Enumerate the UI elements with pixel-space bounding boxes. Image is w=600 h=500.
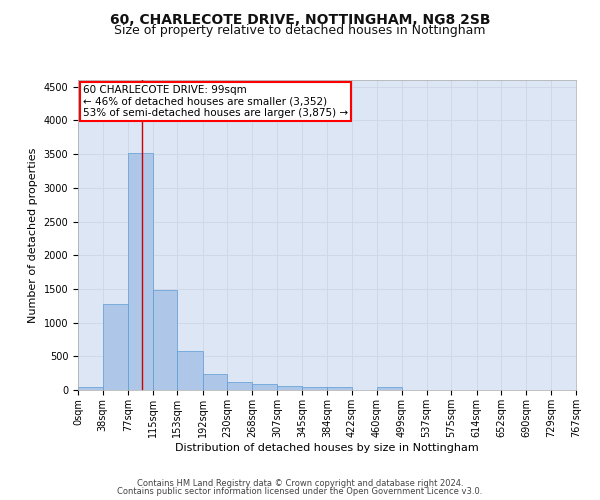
- Text: Contains HM Land Registry data © Crown copyright and database right 2024.: Contains HM Land Registry data © Crown c…: [137, 478, 463, 488]
- Bar: [328, 388, 352, 390]
- Text: Contains public sector information licensed under the Open Government Licence v3: Contains public sector information licen…: [118, 487, 482, 496]
- Bar: [78, 388, 103, 390]
- Text: 60, CHARLECOTE DRIVE, NOTTINGHAM, NG8 2SB: 60, CHARLECOTE DRIVE, NOTTINGHAM, NG8 2S…: [110, 12, 490, 26]
- Y-axis label: Number of detached properties: Number of detached properties: [28, 148, 38, 322]
- Bar: [277, 386, 302, 390]
- Bar: [377, 388, 402, 390]
- Bar: [103, 304, 128, 390]
- Bar: [227, 382, 252, 390]
- Bar: [252, 384, 277, 390]
- Text: Size of property relative to detached houses in Nottingham: Size of property relative to detached ho…: [114, 24, 486, 37]
- Bar: [178, 351, 203, 390]
- Text: 60 CHARLECOTE DRIVE: 99sqm
← 46% of detached houses are smaller (3,352)
53% of s: 60 CHARLECOTE DRIVE: 99sqm ← 46% of deta…: [83, 84, 348, 118]
- Bar: [203, 374, 227, 390]
- Bar: [302, 388, 328, 390]
- Bar: [152, 290, 178, 390]
- Bar: [128, 154, 152, 390]
- X-axis label: Distribution of detached houses by size in Nottingham: Distribution of detached houses by size …: [175, 442, 479, 452]
